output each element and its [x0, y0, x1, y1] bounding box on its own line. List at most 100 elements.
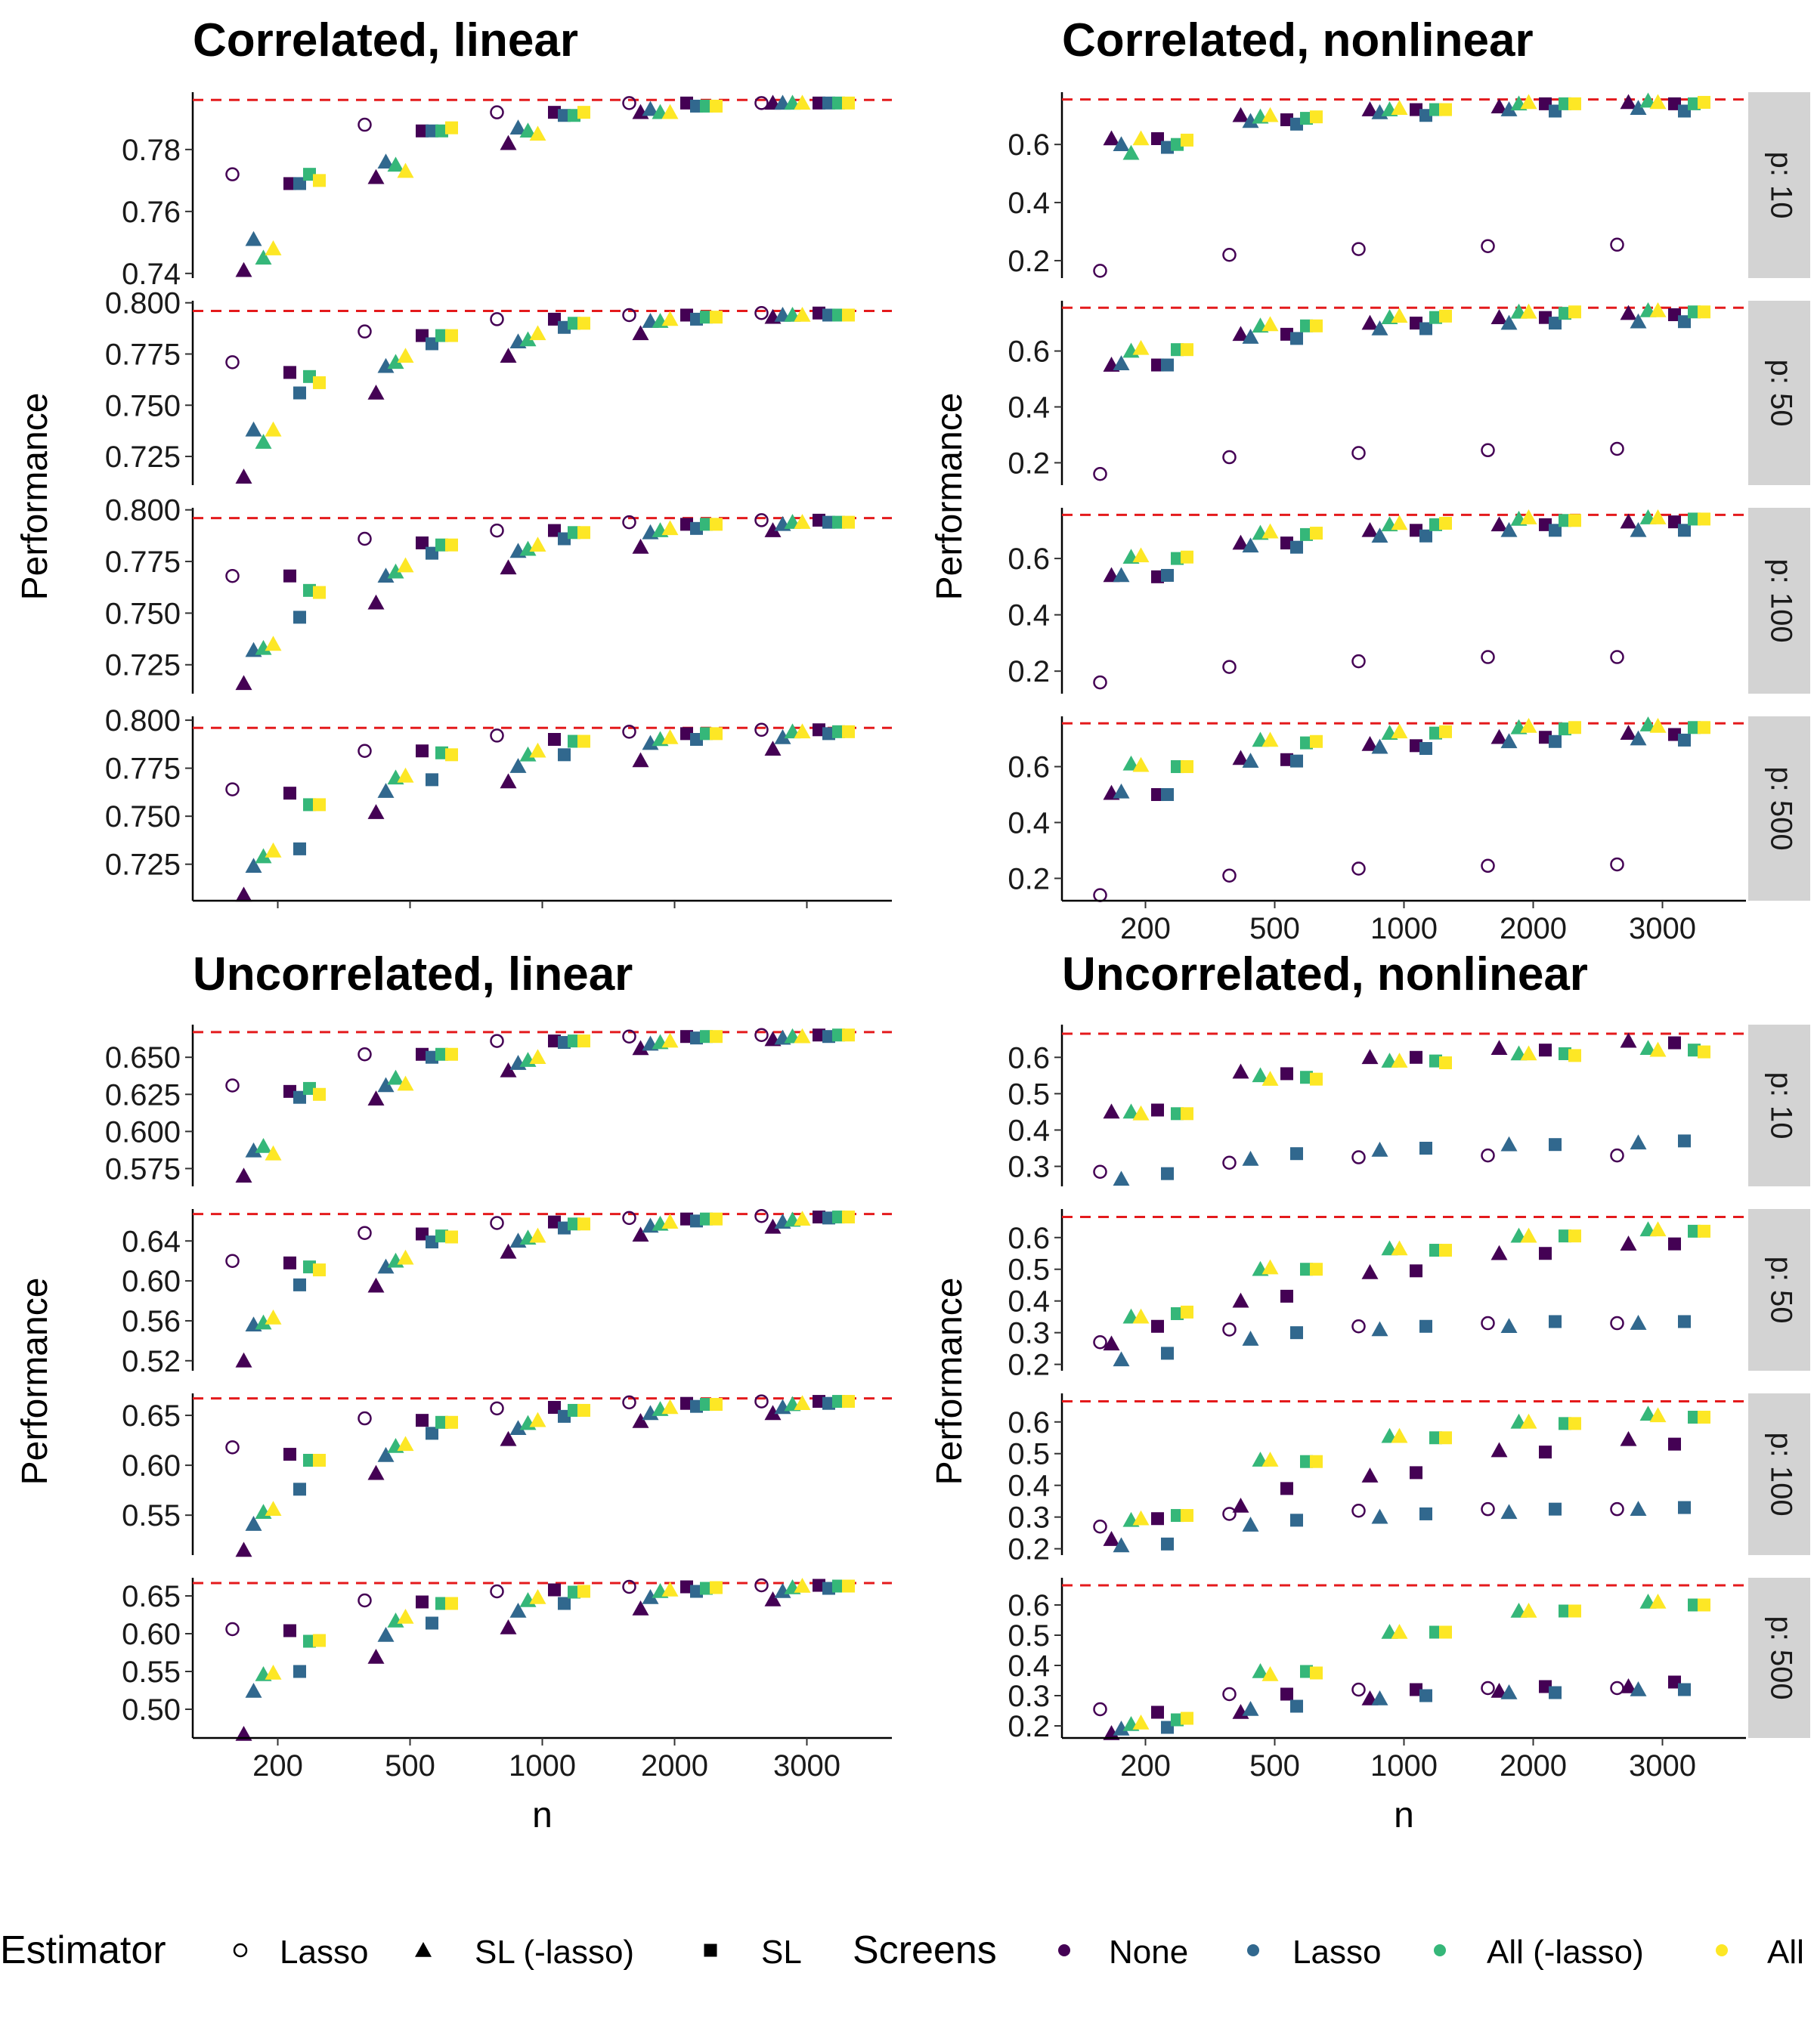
data-point — [1410, 103, 1422, 116]
data-point — [397, 1436, 414, 1452]
data-point — [1559, 722, 1571, 736]
data-point — [568, 317, 580, 330]
data-point — [225, 568, 240, 583]
facet-strip-label: p: 10 — [1764, 152, 1797, 219]
data-point — [622, 1395, 636, 1410]
facet-strip-label: p: 100 — [1764, 1432, 1797, 1516]
data-point — [225, 1440, 240, 1455]
y-tick-label: 0.750 — [105, 800, 181, 833]
y-tick-label: 0.775 — [105, 338, 181, 371]
data-point — [1232, 107, 1249, 122]
data-point — [235, 1542, 252, 1557]
data-point — [255, 848, 272, 864]
data-point — [377, 567, 395, 583]
y-tick-label: 0.6 — [1008, 1041, 1050, 1075]
x-tick-label: 500 — [1249, 1749, 1300, 1783]
data-point — [690, 1585, 703, 1598]
data-point — [558, 1036, 571, 1050]
chart-title: Uncorrelated, nonlinear — [1062, 948, 1588, 1000]
data-point — [1688, 97, 1701, 110]
data-point — [1351, 1150, 1366, 1164]
data-point — [1419, 1689, 1432, 1702]
data-point — [632, 752, 649, 768]
facet-panel: 0.725 0.750 0.775 0.800 — [105, 494, 892, 694]
data-point — [1171, 1107, 1184, 1121]
facet-strip-label: p: 500 — [1764, 1616, 1797, 1699]
data-point — [303, 370, 316, 383]
data-point — [1491, 1442, 1508, 1458]
y-tick-label: 0.6 — [1008, 751, 1050, 784]
data-point — [1410, 1466, 1422, 1480]
data-point — [358, 1411, 372, 1426]
data-point — [1439, 1056, 1452, 1069]
data-point — [754, 513, 769, 527]
data-point — [558, 320, 571, 334]
data-point — [754, 96, 769, 110]
data-point — [1151, 1103, 1164, 1117]
data-point — [1161, 1167, 1174, 1180]
facet-strip-label: p: 500 — [1764, 766, 1797, 850]
y-tick-label: 0.55 — [122, 1656, 181, 1689]
data-point — [1688, 721, 1701, 734]
data-point — [680, 727, 693, 741]
data-point — [690, 99, 703, 113]
data-point — [577, 1217, 590, 1231]
facet-panel: 0.3 0.40.50.6 p: 10 — [1008, 1025, 1810, 1186]
data-point — [1549, 1315, 1562, 1328]
data-point — [490, 312, 504, 326]
data-point — [435, 1597, 448, 1610]
data-point — [1181, 343, 1193, 357]
facet-panel: 0.2 0.4 0.6 p: 10 — [1008, 92, 1810, 278]
data-point — [377, 153, 395, 169]
data-point — [283, 1448, 296, 1461]
data-point — [313, 376, 326, 389]
data-point — [1439, 517, 1452, 530]
x-tick-label: 500 — [385, 1749, 435, 1783]
data-point — [813, 96, 825, 110]
y-tick-label: 0.750 — [105, 597, 181, 630]
data-point — [500, 1062, 517, 1078]
facet-strip — [1748, 1393, 1810, 1555]
data-point — [293, 611, 306, 624]
data-point — [558, 109, 571, 122]
data-point — [1520, 1413, 1537, 1429]
y-tick-label: 0.56 — [122, 1305, 181, 1338]
data-point — [700, 727, 713, 741]
data-point — [710, 311, 723, 324]
data-point — [1419, 742, 1432, 756]
data-point — [1361, 1049, 1379, 1065]
data-point — [813, 513, 825, 527]
data-point — [822, 515, 835, 529]
data-point — [1391, 100, 1408, 115]
data-point — [313, 1087, 326, 1101]
data-point — [1549, 104, 1562, 118]
data-point — [1419, 109, 1432, 122]
data-point — [832, 725, 845, 738]
facet-panel: 0.725 0.750 0.775 0.800 — [105, 704, 892, 902]
data-point — [1539, 1446, 1552, 1459]
y-tick-label: 0.60 — [122, 1618, 181, 1651]
data-point — [661, 311, 679, 326]
data-point — [500, 559, 517, 575]
data-point — [1419, 1142, 1432, 1155]
data-point — [265, 1665, 282, 1680]
chart-title: Correlated, linear — [193, 14, 578, 66]
data-point — [1181, 1107, 1193, 1121]
data-point — [1171, 1509, 1184, 1523]
data-point — [490, 1401, 504, 1416]
data-point — [568, 1403, 580, 1417]
facet-panel: 0.20.30.40.50.6 p: 500 — [1008, 1578, 1810, 1743]
x-tick-label: 200 — [1120, 1749, 1171, 1783]
data-point — [367, 594, 385, 610]
data-point — [358, 744, 372, 758]
data-point — [1351, 1682, 1366, 1697]
data-point — [1290, 1326, 1303, 1340]
data-point — [1410, 1683, 1422, 1696]
data-point — [1620, 1032, 1637, 1048]
data-point — [1280, 753, 1293, 766]
facet-strip — [1748, 301, 1810, 485]
data-point — [1122, 755, 1140, 771]
data-point — [1410, 1264, 1422, 1278]
data-point — [1630, 730, 1647, 746]
